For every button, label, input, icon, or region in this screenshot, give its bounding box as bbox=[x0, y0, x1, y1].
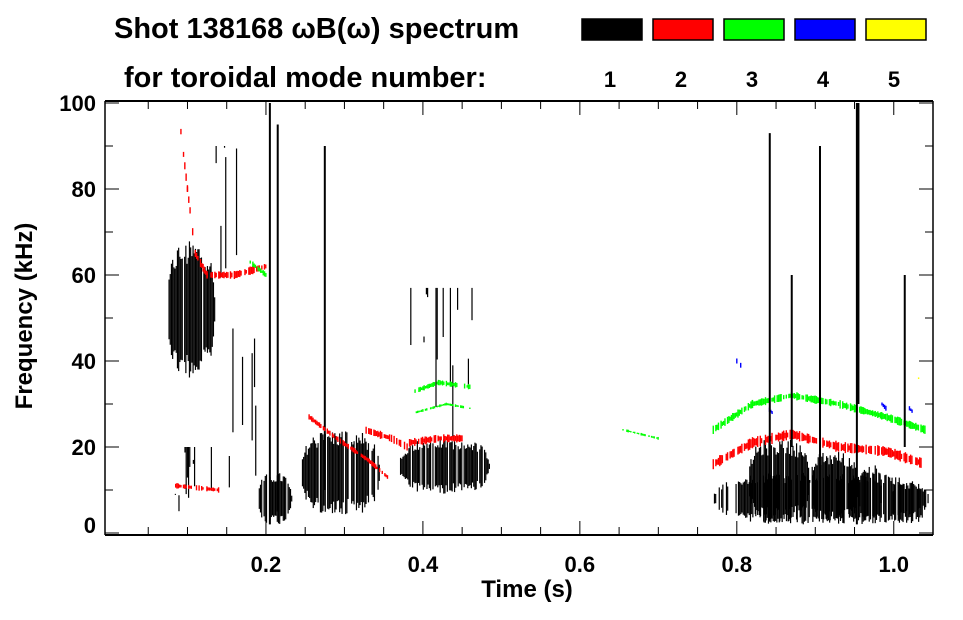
feature-mode-3-band bbox=[622, 429, 659, 440]
legend-swatch-mode-4 bbox=[794, 18, 856, 41]
feature-mode-2-band bbox=[175, 483, 220, 493]
feature-mode-1-blob bbox=[891, 482, 926, 523]
y-tick-label: 20 bbox=[72, 435, 96, 460]
y-tick-label: 80 bbox=[72, 177, 96, 202]
feature-mode-1-blob bbox=[168, 241, 216, 378]
feature-mode-2-band bbox=[308, 414, 389, 479]
feature-mode-3-band bbox=[415, 402, 471, 414]
legend-label-mode-2: 2 bbox=[675, 67, 687, 92]
feature-mode-2-band bbox=[712, 428, 922, 470]
legend-swatch-mode-1 bbox=[581, 18, 643, 41]
feature-mode-1-blob bbox=[399, 439, 490, 494]
feature-mode-3-band bbox=[414, 379, 471, 393]
y-tick-label: 60 bbox=[72, 263, 96, 288]
x-tick-label: 0.4 bbox=[408, 552, 439, 577]
legend-label-mode-3: 3 bbox=[746, 67, 758, 92]
y-axis-label: Frequency (kHz) bbox=[11, 223, 38, 410]
x-tick-label: 0.8 bbox=[722, 552, 753, 577]
x-axis-label: Time (s) bbox=[481, 576, 573, 603]
legend-label-mode-5: 5 bbox=[888, 67, 900, 92]
feature-mode-4-band bbox=[908, 406, 913, 413]
x-tick-label: 1.0 bbox=[878, 552, 909, 577]
feature-mode-2-band bbox=[180, 128, 267, 280]
legend-swatch-mode-3 bbox=[723, 18, 785, 41]
chart-title-line2: for toroidal mode number: bbox=[124, 62, 487, 94]
feature-mode-2-band bbox=[365, 426, 408, 451]
feature-mode-1-streaks bbox=[174, 447, 212, 512]
legend-label-mode-4: 4 bbox=[817, 67, 830, 92]
chart-title-line1: Shot 138168 ωB(ω) spectrum bbox=[114, 13, 519, 45]
y-tick-label: 40 bbox=[72, 349, 96, 374]
y-tick-label: 0 bbox=[84, 513, 96, 538]
feature-mode-1-streaks bbox=[215, 146, 257, 488]
feature-mode-3-band bbox=[249, 260, 267, 277]
feature-mode-1-streaks bbox=[410, 287, 473, 438]
legend: 1 2 3 4 5 bbox=[581, 18, 927, 92]
spectrum-marks bbox=[168, 103, 929, 525]
feature-mode-1-blob bbox=[811, 452, 859, 524]
axes: 0.2 0.4 0.6 0.8 1.0 0 20 40 60 80 100 bbox=[59, 91, 934, 577]
feature-mode-1-blob bbox=[258, 473, 293, 524]
legend-label-mode-1: 1 bbox=[604, 67, 616, 92]
feature-mode-2-band bbox=[408, 434, 463, 447]
legend-swatch-mode-5 bbox=[865, 18, 927, 41]
feature-mode-4-band bbox=[881, 402, 887, 411]
x-tick-label: 0.2 bbox=[251, 552, 282, 577]
feature-mode-1-blob bbox=[859, 465, 882, 524]
y-tick-label: 100 bbox=[59, 91, 96, 116]
feature-mode-1-blob bbox=[301, 431, 380, 515]
feature-mode-1-blob bbox=[749, 439, 811, 524]
feature-mode-4-band bbox=[736, 358, 742, 368]
x-tick-label: 0.6 bbox=[565, 552, 596, 577]
legend-swatch-mode-2 bbox=[652, 18, 714, 41]
